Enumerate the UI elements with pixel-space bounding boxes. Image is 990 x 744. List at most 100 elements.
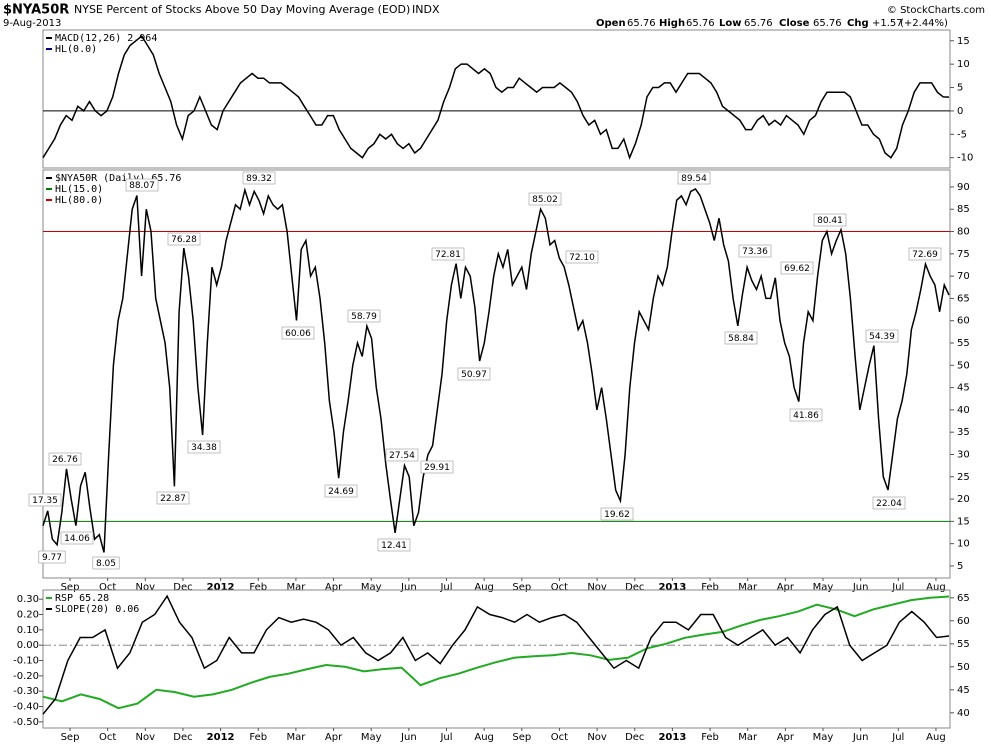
series-line: [42, 187, 950, 553]
x-tick-label: Sep: [512, 732, 531, 743]
credit: © StockCharts.com: [887, 5, 985, 16]
y-tick-label: 0.30: [17, 594, 39, 605]
x-tick-label: Dec: [625, 582, 644, 593]
annotation-box: [242, 171, 276, 185]
x-tick-label: Aug: [474, 582, 494, 593]
annotation-box: [420, 460, 454, 474]
annotation: 14.06: [64, 534, 90, 544]
y-tick-label: 45: [957, 383, 970, 394]
x-tick-label: Jun: [852, 732, 869, 743]
x-tick-label: Nov: [136, 732, 156, 743]
annotation-box: [738, 244, 772, 258]
x-tick-label: Mar: [738, 732, 758, 743]
series-line: [42, 594, 950, 715]
annotation: 22.04: [876, 499, 902, 509]
x-tick-label: Oct: [99, 582, 116, 593]
x-tick-label: Feb: [249, 582, 267, 593]
y-tick-label: 75: [957, 249, 970, 260]
x-tick-label: 2012: [207, 732, 235, 743]
y-tick-label: -0.10: [13, 656, 39, 667]
x-tick-label: Jul: [891, 582, 904, 593]
y-tick-label: 60: [957, 316, 970, 327]
y-tick-label: 15: [957, 516, 970, 527]
x-tick-label: Oct: [551, 732, 568, 743]
annotation: 27.54: [389, 451, 415, 461]
x-tick-label: Nov: [136, 582, 156, 593]
y-tick-label: 90: [957, 182, 970, 193]
y2-tick-label: 45: [957, 685, 970, 696]
annotation: 80.41: [817, 216, 843, 226]
annotation-box: [872, 496, 906, 510]
annotation: 69.62: [784, 264, 810, 274]
y-tick-label: 0: [957, 106, 963, 117]
annotation-box: [813, 213, 847, 227]
legend-name: RSP: [55, 593, 73, 604]
x-tick-label: Jul: [439, 732, 452, 743]
y-tick-label: 35: [957, 427, 970, 438]
y-tick-label: 50: [957, 360, 970, 371]
annotation: 60.06: [285, 329, 311, 339]
x-tick-label: Jul: [891, 732, 904, 743]
x-tick-label: Dec: [173, 582, 192, 593]
panel-frame: [42, 169, 951, 579]
annotation: 34.38: [191, 443, 217, 453]
y-tick-label: -0.40: [13, 702, 39, 713]
high-label: High: [659, 18, 685, 29]
x-tick-label: Jun: [852, 582, 869, 593]
y-tick-label: 40: [957, 405, 970, 416]
annotation: 58.84: [728, 334, 754, 344]
annotation-box: [324, 484, 358, 498]
annotation: 58.79: [351, 312, 377, 322]
annotation-box: [431, 247, 465, 261]
high: 65.76: [686, 18, 715, 29]
x-tick-label: 2013: [658, 582, 686, 593]
x-tick-label: Apr: [777, 732, 795, 743]
annotation-box: [60, 531, 94, 545]
annotation-box: [865, 329, 899, 343]
y-tick-label: -0.20: [13, 671, 39, 682]
annotation: 8.05: [96, 559, 116, 569]
legend-name: HL(0.0): [55, 44, 97, 55]
panel-frame: [42, 589, 951, 729]
annotation-box: [780, 261, 814, 275]
x-tick-label: Apr: [325, 732, 343, 743]
y-tick-label: 0.00: [17, 640, 39, 651]
y-tick-label: -10: [957, 153, 973, 164]
annotation-box: [457, 367, 491, 381]
annotation-box: [167, 232, 201, 246]
low: 65.76: [744, 18, 773, 29]
y-tick-label: 25: [957, 472, 970, 483]
annotation-box: [187, 440, 221, 454]
x-tick-label: Dec: [625, 732, 644, 743]
y-tick-label: 20: [957, 494, 970, 505]
annotation-box: [724, 331, 758, 345]
x-tick-label: Apr: [777, 582, 795, 593]
x-tick-label: Nov: [587, 582, 607, 593]
annotation: 88.07: [129, 181, 155, 191]
x-tick-label: 2013: [658, 732, 686, 743]
y-tick-label: 80: [957, 227, 970, 238]
annotation-box: [347, 309, 381, 323]
y-tick-label: 65: [957, 293, 970, 304]
y-tick-label: -0.30: [13, 686, 39, 697]
annotation-box: [385, 448, 419, 462]
close-label: Close: [779, 18, 810, 29]
x-tick-label: Feb: [701, 582, 719, 593]
x-tick-label: Aug: [926, 732, 946, 743]
exchange: INDX: [412, 3, 440, 16]
legend-name: HL(15.0): [55, 184, 103, 195]
x-tick-label: Nov: [587, 732, 607, 743]
y-tick-label: 5: [957, 83, 963, 94]
open-label: Open: [596, 18, 626, 29]
annotation: 85.02: [532, 195, 558, 205]
annotation: 72.81: [435, 250, 461, 260]
y-tick-label: 0.10: [17, 625, 39, 636]
annotation-box: [48, 452, 82, 466]
legend-name: HL(80.0): [55, 195, 103, 206]
x-tick-label: Jul: [439, 582, 452, 593]
annotation-box: [28, 493, 62, 507]
x-tick-label: Sep: [61, 582, 80, 593]
annotation-box: [156, 491, 190, 505]
annotation-box: [38, 550, 66, 564]
y-tick-label: 15: [957, 36, 970, 47]
